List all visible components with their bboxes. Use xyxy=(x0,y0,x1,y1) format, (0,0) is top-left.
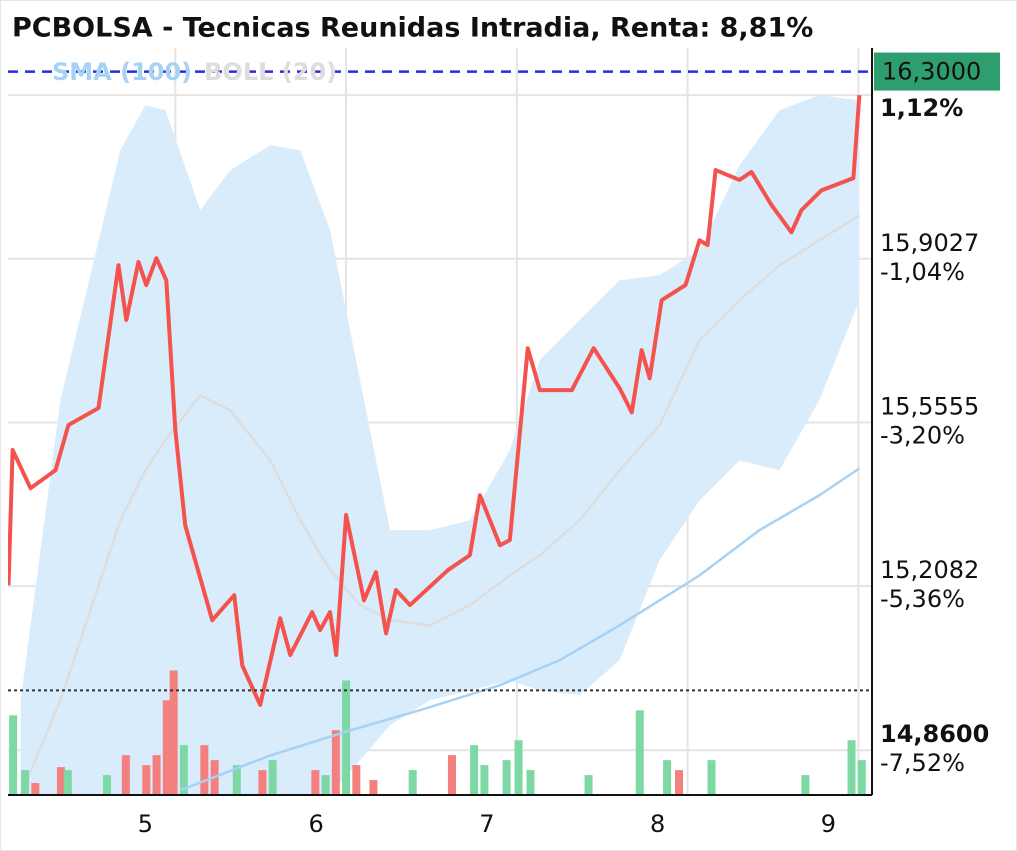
y-tick-label: 15,2082 xyxy=(880,556,979,584)
chart-title: PCBOLSA - Tecnicas Reunidas Intradia, Re… xyxy=(12,13,813,44)
x-tick-label: 8 xyxy=(650,810,665,838)
volume-bar xyxy=(352,765,361,795)
volume-bar xyxy=(179,745,188,795)
volume-bar xyxy=(311,770,320,795)
y-tick-label: 15,5555 xyxy=(880,392,979,420)
line xyxy=(19,214,861,795)
volume-bar xyxy=(514,740,523,795)
volume-bar xyxy=(268,760,277,795)
legend-entry: SMA (100) xyxy=(52,58,192,86)
volume-bar xyxy=(121,755,130,795)
legend-entry: BOLL (20) xyxy=(204,58,337,86)
volume-bar xyxy=(584,775,593,795)
volume-bar xyxy=(103,775,112,795)
volume-bar xyxy=(169,670,178,795)
volume-bar xyxy=(9,715,18,795)
bollinger-band xyxy=(20,95,860,795)
line xyxy=(8,94,862,707)
volume-bar xyxy=(321,775,330,795)
y-tick-change: -5,36% xyxy=(880,585,965,613)
volume-bar xyxy=(663,760,672,795)
volume-bar xyxy=(21,770,30,795)
line xyxy=(179,467,861,792)
volume-bar xyxy=(408,770,417,795)
x-tick-label: 6 xyxy=(308,810,323,838)
y-tick-change: -3,20% xyxy=(880,421,965,449)
volume-bar xyxy=(707,760,716,795)
volume-bar xyxy=(369,780,378,795)
volume-bar xyxy=(232,765,241,795)
volume-bar xyxy=(142,765,151,795)
volume-bar xyxy=(56,767,65,795)
volume-bar xyxy=(635,710,644,795)
volume-bar xyxy=(857,760,866,795)
x-tick-label: 5 xyxy=(138,810,153,838)
y-tick-change: -1,04% xyxy=(880,258,965,286)
y-tick-label: 14,8600 xyxy=(880,720,989,748)
volume-bar xyxy=(162,700,171,795)
current-price-box xyxy=(874,52,1000,91)
volume-bar xyxy=(447,755,456,795)
volume-bar xyxy=(63,770,72,795)
x-tick-label: 7 xyxy=(479,810,494,838)
volume-bar xyxy=(480,765,489,795)
volume-bar xyxy=(258,770,267,795)
y-tick-change: -7,52% xyxy=(880,749,965,777)
current-price-label: 16,3000 xyxy=(882,58,981,86)
volume-bar xyxy=(342,680,351,795)
volume-bar xyxy=(152,755,161,795)
volume-bar xyxy=(200,745,209,795)
volume-bar xyxy=(675,770,684,795)
x-tick-label: 9 xyxy=(821,810,836,838)
title-bar xyxy=(8,8,872,48)
y-tick-change: 1,12% xyxy=(880,94,963,122)
volume-bar xyxy=(502,760,511,795)
volume-bar xyxy=(31,783,40,795)
volume-bar xyxy=(331,730,340,795)
volume-bar xyxy=(526,770,535,795)
volume-bar xyxy=(801,775,810,795)
volume-bar xyxy=(470,745,479,795)
y-tick-label: 15,9027 xyxy=(880,229,979,257)
volume-bar xyxy=(847,740,856,795)
